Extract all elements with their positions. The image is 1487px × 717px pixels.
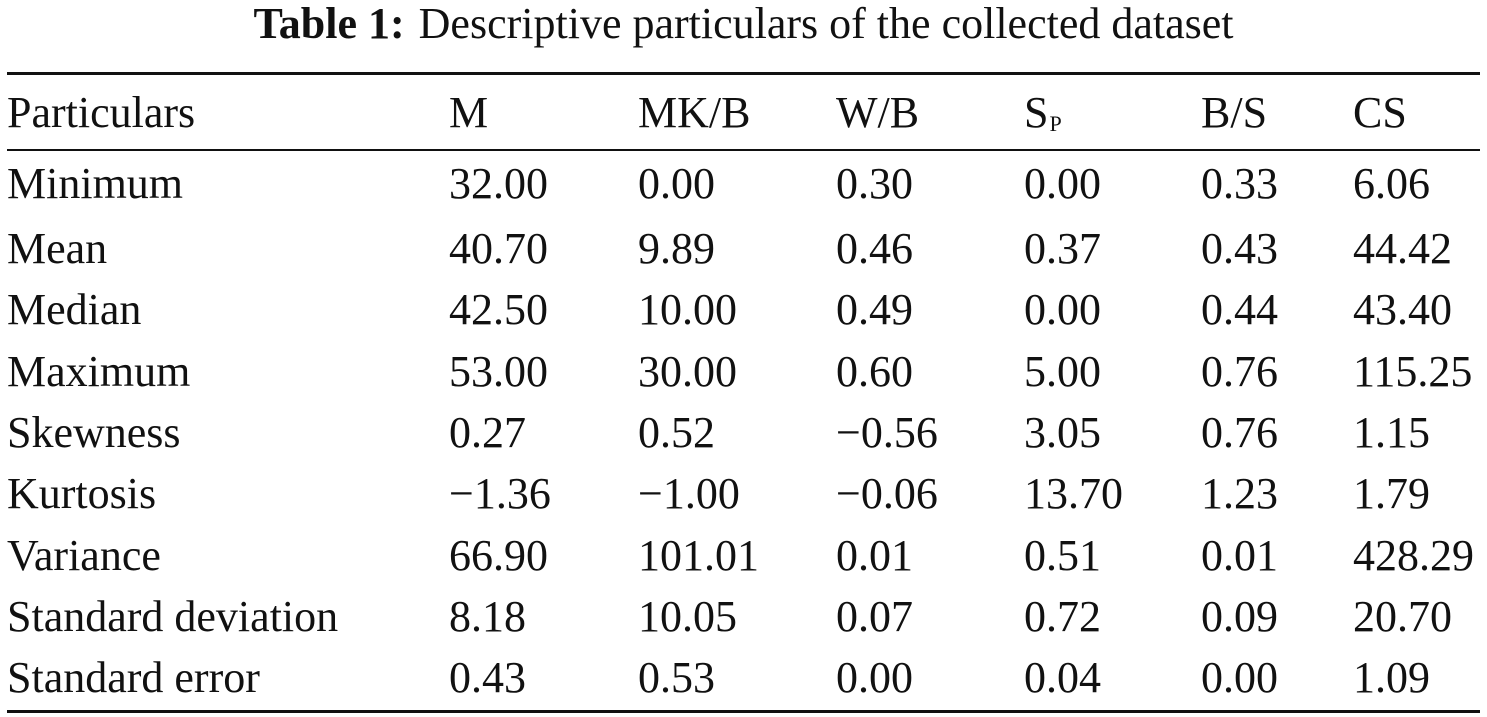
table-cell: 3.05 xyxy=(1024,408,1101,458)
column-header-label: B/S xyxy=(1201,87,1268,137)
column-header-label: S xyxy=(1024,87,1049,137)
table-cell: 0.37 xyxy=(1024,224,1101,274)
table-cell: 0.76 xyxy=(1201,408,1278,458)
table-header-rule xyxy=(7,149,1480,151)
table-cell: 10.00 xyxy=(638,285,737,335)
table-cell: 53.00 xyxy=(449,346,548,396)
table-cell: 0.04 xyxy=(1024,653,1101,703)
table-cell: 0.07 xyxy=(836,591,913,641)
table-cell: 42.50 xyxy=(449,285,548,335)
column-header-label: M xyxy=(449,87,489,137)
table-row: Kurtosis −1.36 −1.00 −0.06 13.70 1.23 1.79 xyxy=(7,463,1480,524)
table-row: Median 42.50 10.00 0.49 0.00 0.44 43.40 xyxy=(7,279,1480,340)
table-row: Maximum 53.00 30.00 0.60 5.00 0.76 115.25 xyxy=(7,341,1480,402)
row-label: Maximum xyxy=(7,346,191,396)
table-cell: 0.00 xyxy=(836,653,913,703)
table-cell: 0.01 xyxy=(836,530,913,580)
table-cell: 0.49 xyxy=(836,285,913,335)
table-cell: 0.00 xyxy=(1201,653,1278,703)
table-cell: 10.05 xyxy=(638,591,737,641)
table-top-rule xyxy=(7,72,1480,75)
table-cell: 0.72 xyxy=(1024,591,1101,641)
table-bottom-rule xyxy=(7,710,1480,713)
caption-text: Descriptive particulars of the collected… xyxy=(418,0,1234,48)
caption-label: Table 1: xyxy=(253,0,405,48)
table-cell: 0.60 xyxy=(836,346,913,396)
table-cell: 8.18 xyxy=(449,591,526,641)
table-cell: 428.29 xyxy=(1353,530,1474,580)
table-cell: 32.00 xyxy=(449,158,548,208)
table-cell: 1.09 xyxy=(1353,653,1430,703)
table-cell: 1.79 xyxy=(1353,469,1430,519)
table-cell: 1.23 xyxy=(1201,469,1278,519)
column-header-label: W/B xyxy=(836,87,920,137)
table-cell: 0.46 xyxy=(836,224,913,274)
table-row: Variance 66.90 101.01 0.01 0.51 0.01 428.29 xyxy=(7,524,1480,585)
table-cell: 0.30 xyxy=(836,158,913,208)
table-cell: −0.06 xyxy=(836,469,938,519)
table-cell: 43.40 xyxy=(1353,285,1452,335)
table-cell: 0.51 xyxy=(1024,530,1101,580)
column-header-subscript: P xyxy=(1049,110,1062,136)
column-header: SP xyxy=(1024,80,1201,148)
table-cell: 13.70 xyxy=(1024,469,1123,519)
table-cell: 0.00 xyxy=(638,158,715,208)
table-row: Skewness 0.27 0.52 −0.56 3.05 0.76 1.15 xyxy=(7,402,1480,463)
table-cell: 0.33 xyxy=(1201,158,1278,208)
column-header: CS xyxy=(1353,80,1480,148)
table-cell: 30.00 xyxy=(638,346,737,396)
table-cell: 0.43 xyxy=(1201,224,1278,274)
column-header-label: CS xyxy=(1353,87,1407,137)
row-label: Skewness xyxy=(7,408,181,458)
row-label: Mean xyxy=(7,224,108,274)
column-header-label: Particulars xyxy=(7,87,196,137)
column-header: B/S xyxy=(1201,80,1353,148)
table-cell: 9.89 xyxy=(638,224,715,274)
descriptive-statistics-table: Particulars M MK/B W/B SP B/S CS Minimum 32.00 0… xyxy=(7,80,1480,708)
table-cell: 1.15 xyxy=(1353,408,1430,458)
table-row: Mean 40.70 9.89 0.46 0.37 0.43 44.42 xyxy=(7,218,1480,279)
table-cell: 0.00 xyxy=(1024,158,1101,208)
table-row: Minimum 32.00 0.00 0.30 0.00 0.33 6.06 xyxy=(7,148,1480,218)
table-caption: Table 1: Descriptive particulars of the c… xyxy=(0,0,1487,48)
table-cell: 44.42 xyxy=(1353,224,1452,274)
column-header-label: MK/B xyxy=(638,87,751,137)
column-header: M xyxy=(449,80,638,148)
row-label: Standard error xyxy=(7,653,260,703)
table-cell: 115.25 xyxy=(1353,346,1473,396)
table-cell: 0.27 xyxy=(449,408,526,458)
row-label: Variance xyxy=(7,530,161,580)
header-row: Particulars M MK/B W/B SP B/S CS xyxy=(7,80,1480,148)
table-cell: 0.52 xyxy=(638,408,715,458)
table-cell: 0.01 xyxy=(1201,530,1278,580)
table-cell: 0.43 xyxy=(449,653,526,703)
table-cell: 0.53 xyxy=(638,653,715,703)
table-cell: −1.36 xyxy=(449,469,551,519)
table-row: Standard deviation 8.18 10.05 0.07 0.72 0.09 2… xyxy=(7,586,1480,647)
table-cell: 66.90 xyxy=(449,530,548,580)
table-cell: 5.00 xyxy=(1024,346,1101,396)
table-body: Minimum 32.00 0.00 0.30 0.00 0.33 6.06 Mean 40.7… xyxy=(7,148,1480,708)
table-cell: 0.00 xyxy=(1024,285,1101,335)
column-header: W/B xyxy=(836,80,1024,148)
table-cell: 20.70 xyxy=(1353,591,1452,641)
table-cell: 40.70 xyxy=(449,224,548,274)
table-cell: −0.56 xyxy=(836,408,938,458)
table-row: Standard error 0.43 0.53 0.00 0.04 0.00 1.09 xyxy=(7,647,1480,708)
row-label: Median xyxy=(7,285,142,335)
row-label: Standard deviation xyxy=(7,591,339,641)
table-header: Particulars M MK/B W/B SP B/S CS xyxy=(7,80,1480,148)
table-cell: 0.76 xyxy=(1201,346,1278,396)
table-cell: 0.44 xyxy=(1201,285,1278,335)
column-header: MK/B xyxy=(638,80,836,148)
column-header: Particulars xyxy=(7,80,449,148)
table-cell: 0.09 xyxy=(1201,591,1278,641)
table-cell: −1.00 xyxy=(638,469,740,519)
row-label: Kurtosis xyxy=(7,469,157,519)
row-label: Minimum xyxy=(7,158,184,208)
table-cell: 6.06 xyxy=(1353,158,1430,208)
table-cell: 101.01 xyxy=(638,530,759,580)
